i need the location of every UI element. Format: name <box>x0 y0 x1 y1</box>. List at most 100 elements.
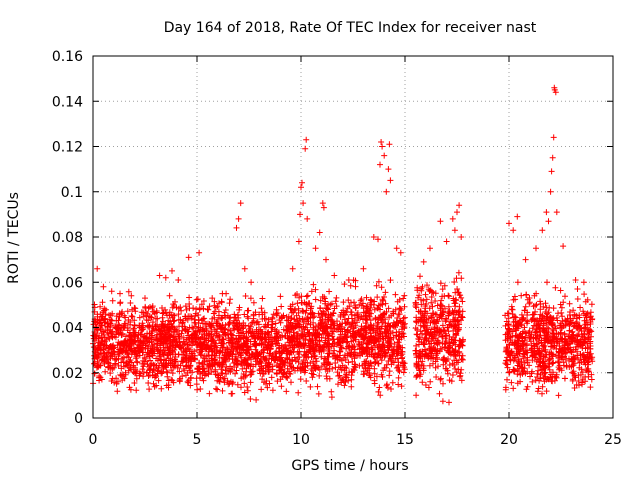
data-point <box>209 315 216 322</box>
data-point <box>345 297 352 304</box>
data-point <box>238 375 245 382</box>
data-point <box>416 292 423 299</box>
data-point <box>446 339 453 346</box>
data-point <box>283 327 290 334</box>
data-point <box>522 303 529 310</box>
data-point <box>401 314 408 321</box>
data-point <box>301 369 308 376</box>
data-point <box>347 282 354 289</box>
data-point <box>290 334 297 341</box>
data-point <box>585 331 592 338</box>
data-point <box>333 303 340 310</box>
data-point <box>178 358 185 365</box>
data-point <box>189 369 196 376</box>
data-point <box>295 359 302 365</box>
data-point <box>139 360 146 367</box>
data-point <box>358 341 365 347</box>
data-point <box>362 313 369 320</box>
data-point <box>415 335 422 342</box>
data-point <box>133 353 140 360</box>
data-point <box>423 337 429 344</box>
data-point <box>329 365 336 372</box>
data-point <box>250 299 257 306</box>
data-point <box>351 367 358 374</box>
data-point <box>337 313 344 320</box>
data-point <box>153 335 160 342</box>
data-point <box>333 294 340 301</box>
data-point <box>311 352 318 359</box>
data-point <box>279 363 286 370</box>
data-point <box>129 306 135 313</box>
data-point <box>245 307 252 314</box>
data-point <box>588 356 595 362</box>
data-point <box>283 388 290 395</box>
data-point <box>517 371 524 378</box>
data-point <box>382 350 389 356</box>
data-point <box>302 359 309 366</box>
data-point <box>107 352 114 359</box>
data-point <box>295 305 302 312</box>
data-point <box>219 329 226 335</box>
data-point <box>332 364 339 371</box>
data-point <box>190 305 197 312</box>
data-point <box>375 302 382 309</box>
data-point <box>104 320 111 327</box>
data-point <box>297 376 304 383</box>
data-point <box>430 290 437 296</box>
data-point <box>243 337 250 344</box>
data-point <box>428 299 435 306</box>
data-point <box>242 349 249 356</box>
data-point <box>322 337 329 344</box>
data-point <box>371 380 378 387</box>
data-point <box>372 329 379 336</box>
data-point <box>278 349 285 356</box>
data-point <box>382 289 389 296</box>
data-point <box>414 287 421 294</box>
data-point <box>321 355 328 362</box>
data-point <box>523 386 530 393</box>
data-point <box>241 358 248 365</box>
data-point <box>316 314 323 321</box>
data-point <box>239 365 246 372</box>
data-point <box>343 339 350 346</box>
data-point <box>446 333 453 340</box>
data-point <box>400 295 407 302</box>
data-point <box>153 355 160 362</box>
data-point <box>188 332 195 339</box>
data-point <box>93 364 100 371</box>
data-point <box>432 298 439 304</box>
data-point <box>573 381 580 388</box>
data-point <box>99 299 106 306</box>
data-point <box>309 374 316 381</box>
data-point <box>192 328 199 335</box>
data-point <box>333 326 340 333</box>
data-point <box>266 352 273 359</box>
data-point <box>386 372 393 379</box>
data-point <box>318 322 325 329</box>
data-point <box>442 344 449 351</box>
data-point <box>257 334 264 341</box>
data-point <box>351 299 357 306</box>
data-point <box>557 301 564 308</box>
data-point <box>259 295 266 302</box>
data-point <box>156 350 163 357</box>
data-point <box>419 379 426 386</box>
data-point <box>357 297 364 304</box>
data-point <box>389 329 396 336</box>
data-point <box>532 377 539 384</box>
data-point <box>433 329 440 336</box>
data-point <box>440 380 446 387</box>
data-point <box>460 336 466 343</box>
data-point <box>503 318 510 325</box>
data-point <box>122 314 129 321</box>
data-point <box>209 295 216 302</box>
data-point <box>378 371 385 378</box>
data-point <box>380 316 386 323</box>
data-point <box>294 320 301 327</box>
data-point <box>229 336 236 343</box>
data-point <box>194 386 201 393</box>
data-point <box>368 332 374 339</box>
data-point <box>197 351 204 358</box>
data-point <box>197 343 204 350</box>
data-point <box>395 320 402 327</box>
